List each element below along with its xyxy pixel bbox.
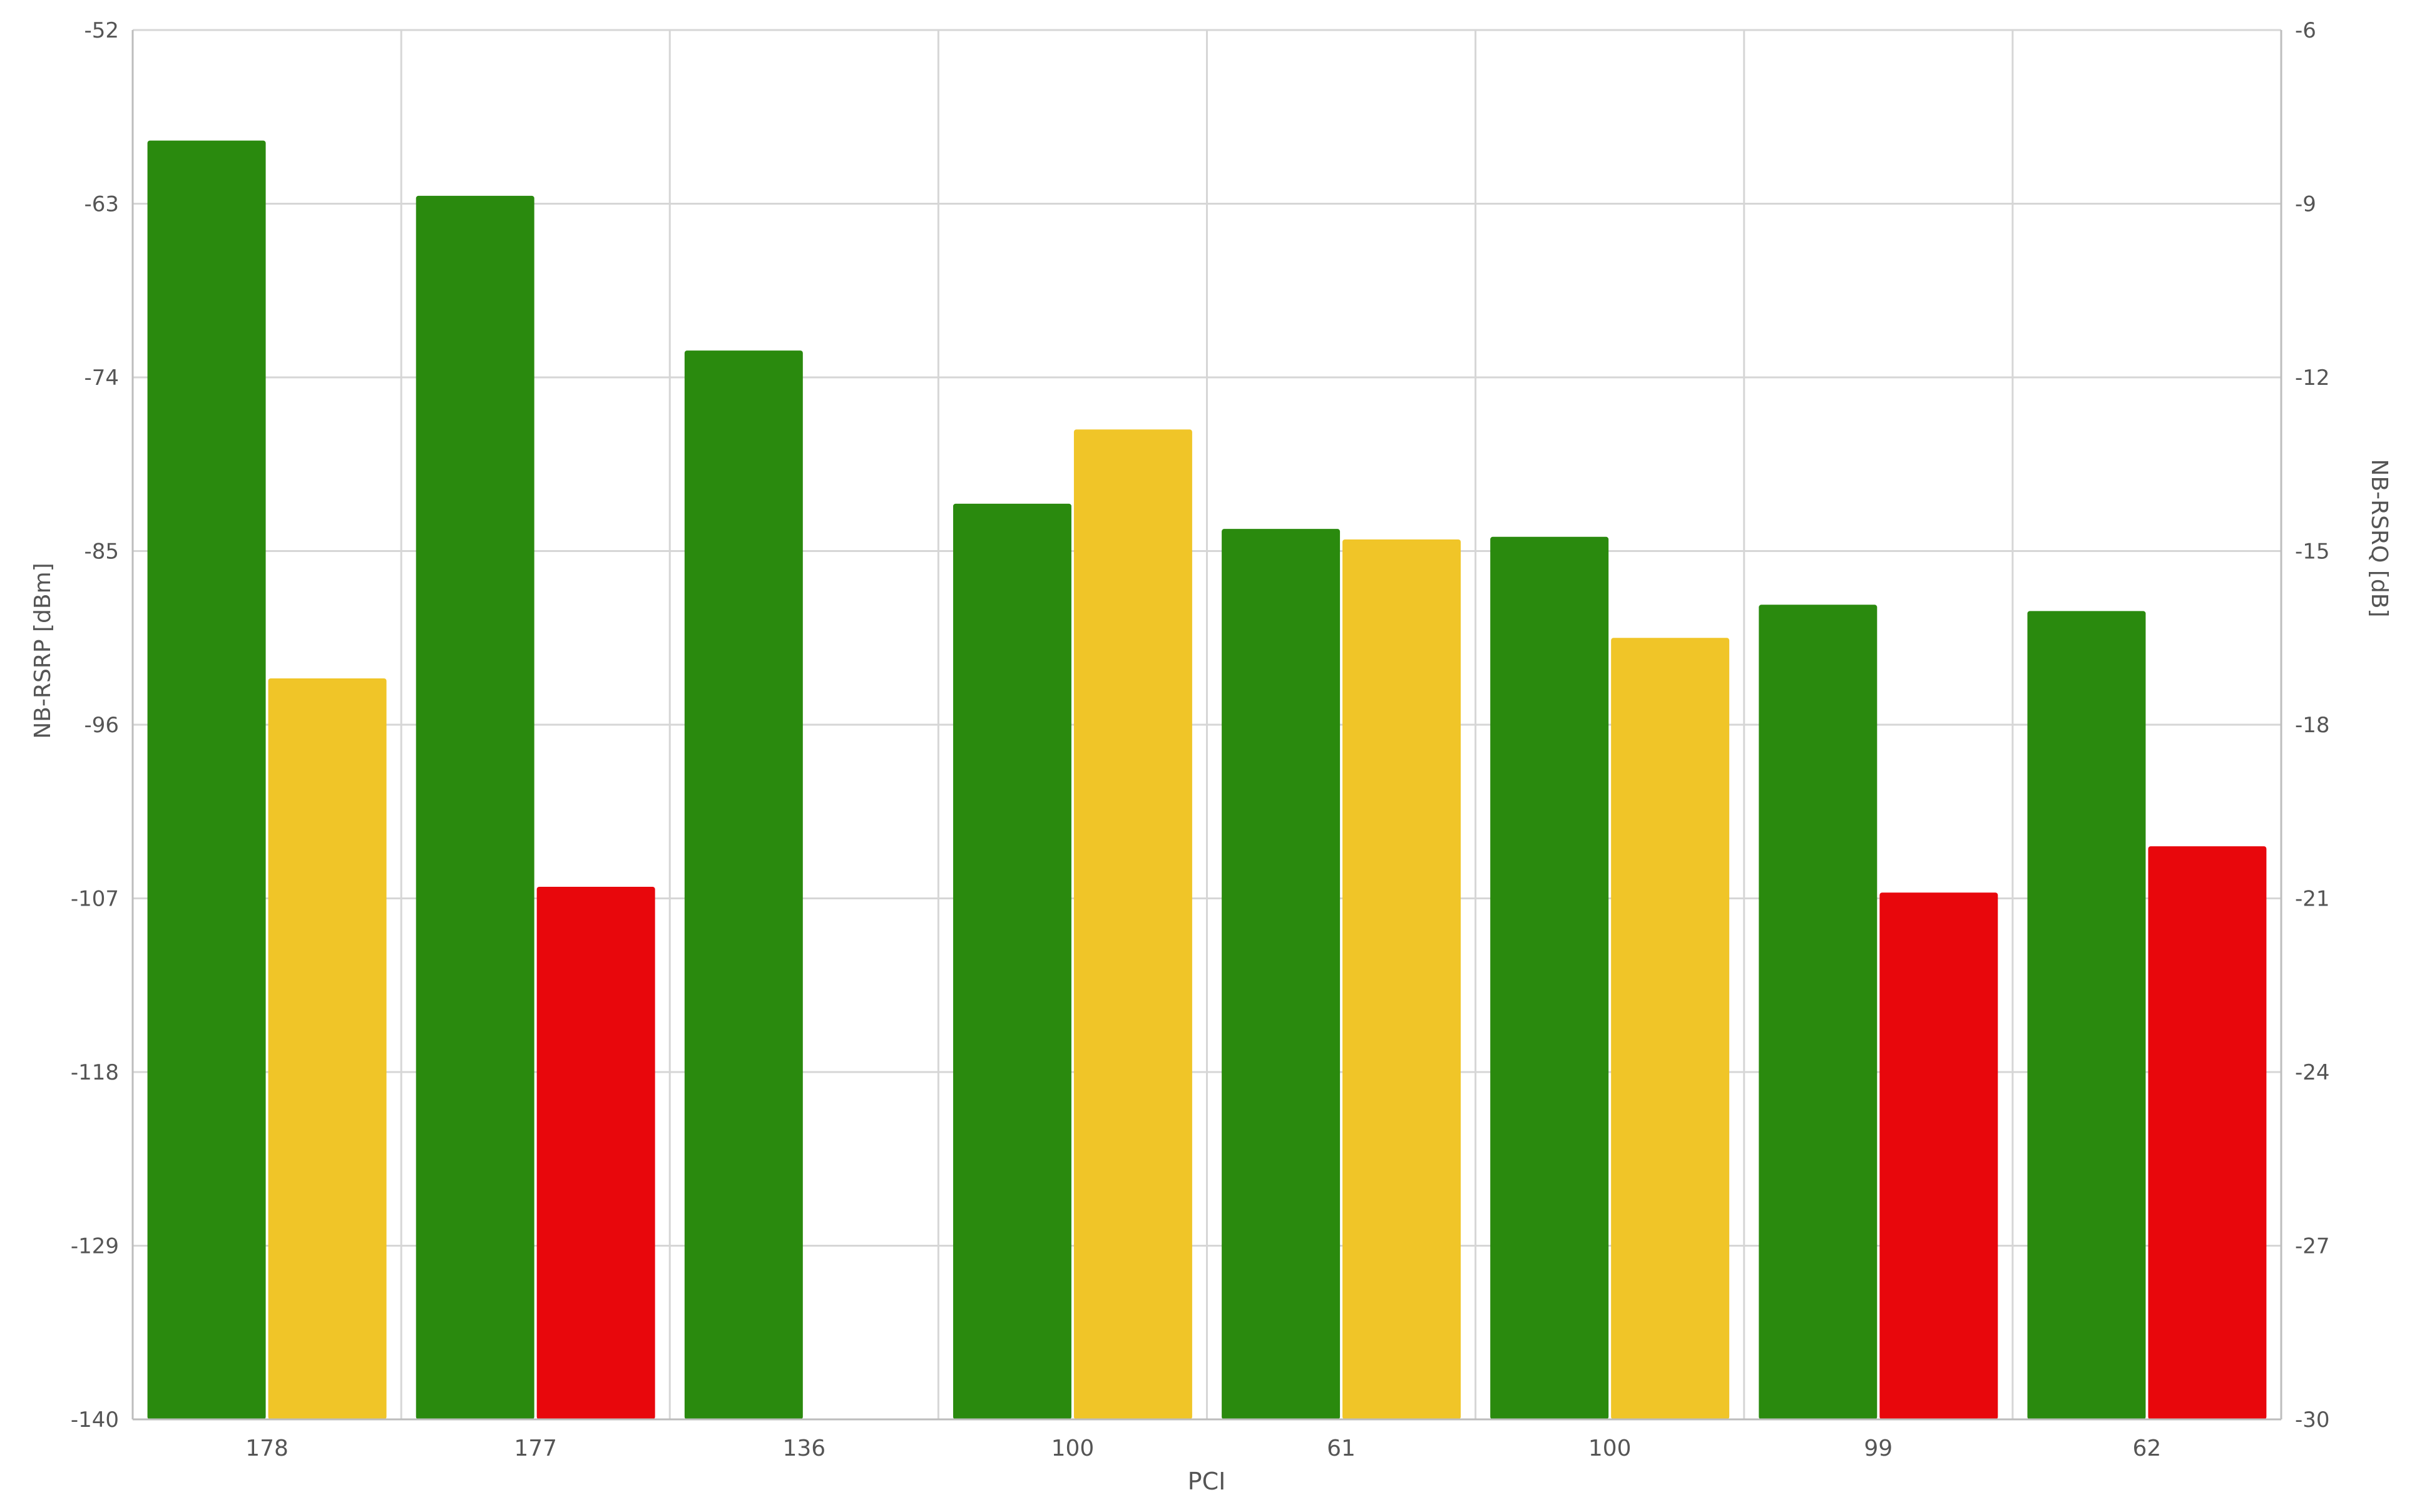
x-tick-label: 61 [1327,1436,1356,1461]
x-tick-label: 136 [782,1436,825,1461]
bars-layer [147,140,2267,1420]
x-tick-label: 62 [2133,1436,2162,1461]
bar-nb-rsrq [268,678,387,1419]
y-left-tick-label: -107 [71,887,119,912]
x-tick-label: 100 [1588,1436,1632,1461]
bar-nb-rsrq [536,887,655,1419]
y-right-tick-label: -27 [2295,1234,2330,1259]
bar-nb-rsrq [1073,429,1192,1419]
y-right-tick-label: -30 [2295,1407,2330,1433]
bar-nb-rsrp [1759,605,1878,1419]
y-right-tick-label: -12 [2295,365,2330,391]
y-left-tick-label: -140 [71,1407,119,1433]
y-right-tick-label: -21 [2295,887,2330,912]
bar-nb-rsrp [1490,536,1609,1420]
y-right-tick-label: -6 [2295,18,2316,43]
y-left-tick-label: -74 [84,365,119,391]
y-left-tick-label: -63 [84,192,119,217]
bar-nb-rsrq [1611,638,1730,1419]
bar-nb-rsrq [1879,892,1998,1419]
y-left-tick-label: -118 [71,1060,119,1085]
bar-nb-rsrp [416,195,534,1419]
y-left-tick-label: -96 [84,713,119,738]
x-tick-label: 177 [514,1436,557,1461]
x-axis-label: PCI [1188,1468,1226,1495]
bar-nb-rsrp [147,140,266,1419]
bar-nb-rsrq [2148,846,2267,1419]
y-left-tick-label: -129 [71,1234,119,1259]
x-tick-label: 99 [1864,1436,1893,1461]
y-left-tick-label: -52 [84,18,119,43]
axes-layer: -52 -6 -63 -9 -74 -12 -85 -15 -96 -18 -107 -21 -118 -… [71,18,2330,1461]
y-left-tick-label: -85 [84,539,119,564]
y-axis-right-label: NB-RSRQ [dB] [2366,459,2392,618]
bar-nb-rsrp [2027,611,2146,1419]
x-tick-label: 178 [245,1436,289,1461]
bar-nb-rsrq [1342,539,1461,1419]
y-right-tick-label: -9 [2295,192,2316,217]
bar-nb-rsrp [684,350,803,1419]
y-axis-left-label: NB-RSRP [dBm] [30,563,56,738]
y-right-tick-label: -18 [2295,713,2330,738]
y-right-tick-label: -15 [2295,539,2330,564]
bar-nb-rsrp [1222,529,1341,1419]
y-right-tick-label: -24 [2295,1060,2330,1085]
x-tick-label: 100 [1051,1436,1095,1461]
bar-nb-rsrp [953,503,1071,1420]
